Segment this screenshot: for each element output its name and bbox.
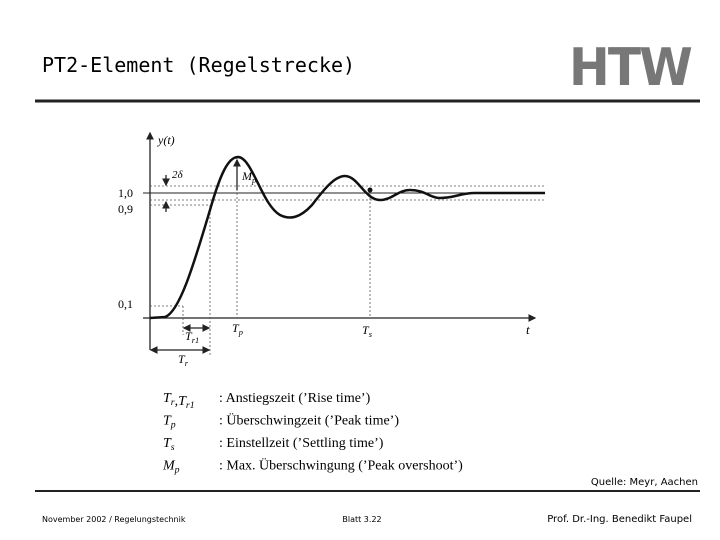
subscript: p: [238, 328, 243, 337]
symbol: T: [232, 321, 240, 335]
legend-symbol: Tp: [163, 414, 176, 431]
slide-title: PT2-Element (Regelstrecke): [42, 53, 355, 77]
subscript: r1: [186, 400, 195, 411]
settling-point: [367, 187, 373, 193]
symbol: M: [162, 459, 176, 474]
symbol: T: [163, 414, 172, 429]
subscript: p: [174, 465, 180, 476]
subscript: s: [171, 442, 175, 453]
legend-description: : Anstiegszeit (’Rise time’): [219, 391, 371, 406]
band-label: 2δ: [172, 169, 184, 181]
symbol: M: [241, 169, 253, 183]
time-label: Tp: [232, 321, 243, 337]
subscript: r: [171, 397, 175, 408]
footer-left: November 2002 / Regelungstechnik: [42, 515, 186, 524]
subscript: s: [369, 330, 372, 339]
y-label: 0,1: [118, 297, 133, 311]
symbol: T: [163, 436, 172, 451]
step-response: [149, 155, 545, 320]
subscript: r: [185, 359, 189, 368]
y-label: 0,9: [118, 202, 133, 216]
legend-symbol: Tr,Tr1: [163, 391, 195, 411]
peak-label: Mp: [241, 169, 256, 185]
source: Quelle: Meyr, Aachen: [591, 477, 698, 488]
separator: ,: [175, 394, 179, 409]
symbol: T: [178, 352, 186, 366]
y-axis-label: y(t): [157, 133, 175, 147]
figure: y(t) t 1,0 0,9 0,1 2δ Mp Tr1 Tp Ts Tr: [118, 131, 545, 368]
symbol: T: [185, 329, 193, 343]
time-label: Tr: [178, 352, 189, 368]
legend: Tr,Tr1: Anstiegszeit (’Rise time’)Tp: Üb…: [162, 391, 463, 476]
footer-center: Blatt 3.22: [342, 515, 381, 524]
symbol: T: [362, 323, 370, 337]
legend-description: : Max. Überschwingung (’Peak overshoot’): [219, 457, 463, 474]
footer-right: Prof. Dr.-Ing. Benedikt Faupel: [547, 514, 692, 525]
legend-description: : Überschwingzeit (’Peak time’): [219, 412, 399, 429]
subscript: p: [170, 420, 176, 431]
y-label: 1,0: [118, 186, 133, 200]
legend-description: : Einstellzeit (’Settling time’): [219, 436, 384, 451]
symbol: T: [163, 391, 172, 406]
legend-symbol: Mp: [162, 459, 180, 476]
legend-symbol: Ts: [163, 436, 175, 453]
symbol: T: [178, 394, 187, 409]
time-label: Tr1: [185, 329, 199, 345]
x-axis-label: t: [526, 322, 530, 337]
time-label: Ts: [362, 323, 372, 339]
logo: HTW: [569, 38, 692, 98]
subscript: p: [251, 176, 256, 185]
subscript: r1: [192, 336, 199, 345]
